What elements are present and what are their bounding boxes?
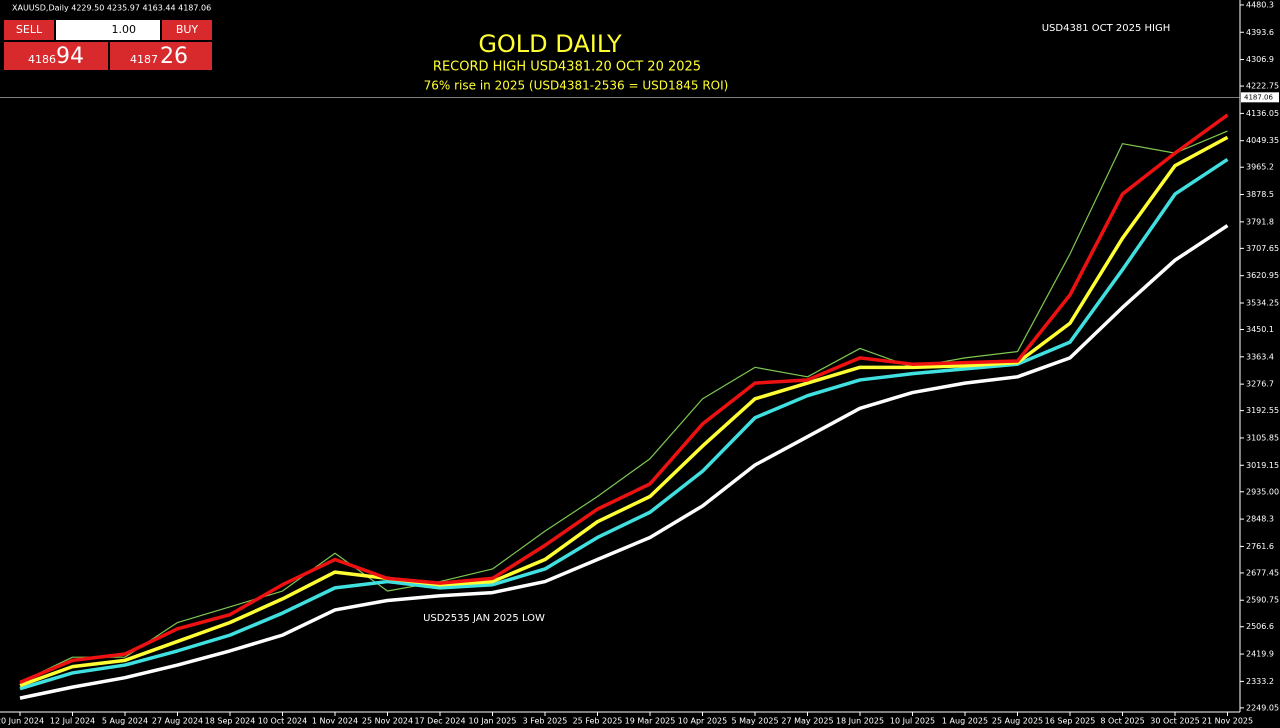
x-tick-label: 5 May 2025	[731, 717, 778, 726]
x-tick-label: 19 Mar 2025	[625, 717, 676, 726]
x-tick-label: 30 Oct 2025	[1150, 717, 1199, 726]
y-tick-label: 2848.3	[1246, 515, 1274, 524]
series-line	[19, 135, 1229, 688]
y-tick-label: 3878.5	[1246, 190, 1274, 199]
x-tick-label: 25 Nov 2024	[362, 717, 413, 726]
y-tick-label: 2590.75	[1246, 596, 1279, 605]
y-tick-label: 3105.85	[1246, 433, 1279, 442]
x-tick-label: 25 Feb 2025	[573, 717, 623, 726]
x-tick-label: 27 Aug 2024	[152, 717, 203, 726]
x-tick-label: 12 Jul 2024	[50, 717, 95, 726]
chart-title: GOLD DAILY	[478, 30, 622, 58]
y-tick-label: 4306.9	[1246, 55, 1274, 64]
y-tick-label: 2506.6	[1246, 622, 1274, 631]
x-tick-label: 18 Jun 2025	[836, 717, 884, 726]
x-tick-label: 17 Dec 2024	[414, 717, 465, 726]
sell-button[interactable]	[4, 20, 54, 40]
y-tick-label: 2333.2	[1246, 677, 1274, 686]
y-tick-label: 3965.2	[1246, 163, 1274, 172]
y-tick-label: 3192.55	[1246, 406, 1279, 415]
lot-value: 1.00	[112, 23, 137, 36]
x-tick-label: 20 Jun 2024	[0, 717, 44, 726]
chart-subtitle-2: 76% rise in 2025 (USD4381-2536 = USD1845…	[424, 79, 729, 93]
buy-price-box[interactable]	[110, 42, 212, 70]
x-tick-label: 1 Nov 2024	[312, 717, 358, 726]
x-tick-label: 10 Jul 2025	[890, 717, 935, 726]
sell-price-big: 4186	[28, 53, 56, 66]
x-tick-label: 8 Oct 2025	[1100, 717, 1144, 726]
x-tick-label: 5 Aug 2024	[102, 717, 148, 726]
y-tick-label: 2761.6	[1246, 542, 1274, 551]
x-tick-label: 18 Sep 2024	[205, 717, 256, 726]
x-tick-label: 10 Apr 2025	[678, 717, 727, 726]
symbol-header: XAUUSD,Daily 4229.50 4235.97 4163.44 418…	[12, 4, 211, 13]
y-tick-label: 3019.15	[1246, 461, 1279, 470]
y-tick-label: 3276.7	[1246, 380, 1274, 389]
sell-price-pips: 94	[56, 44, 84, 69]
series-line	[19, 157, 1229, 691]
y-tick-label: 2935.00	[1246, 487, 1279, 496]
current-price-label: 4187.06	[1244, 93, 1273, 101]
series-line	[19, 113, 1229, 684]
y-tick-label: 4049.35	[1246, 136, 1279, 145]
x-tick-label: 21 Nov 2025	[1202, 717, 1253, 726]
sell-label: SELL	[16, 23, 43, 36]
y-tick-label: 4222.75	[1246, 82, 1279, 91]
buy-button[interactable]	[162, 20, 212, 40]
y-tick-label: 4480.3	[1246, 0, 1274, 9]
y-tick-label: 3707.65	[1246, 244, 1279, 253]
chart-subtitle: RECORD HIGH USD4381.20 OCT 20 2025	[433, 60, 701, 75]
x-tick-label: 3 Feb 2025	[523, 717, 568, 726]
annotation: USD2535 JAN 2025 LOW	[423, 613, 545, 624]
y-tick-label: 4136.05	[1246, 109, 1279, 118]
y-tick-label: 3791.8	[1246, 217, 1274, 226]
x-tick-label: 10 Jan 2025	[469, 717, 517, 726]
series-line	[19, 130, 1228, 683]
x-tick-label: 27 May 2025	[781, 717, 833, 726]
x-tick-label: 10 Oct 2024	[258, 717, 307, 726]
y-tick-label: 4393.6	[1246, 28, 1274, 37]
series-line	[19, 224, 1229, 700]
lot-input[interactable]	[56, 20, 160, 40]
sell-price-box[interactable]	[4, 42, 108, 70]
trade-panel: SELL 1.00 BUY 4186 94 4187 26	[4, 20, 212, 70]
x-tick-label: 1 Aug 2025	[942, 717, 988, 726]
x-tick-label: 25 Aug 2025	[992, 717, 1043, 726]
x-tick-label: 16 Sep 2025	[1045, 717, 1096, 726]
y-tick-label: 3620.95	[1246, 271, 1279, 280]
y-tick-label: 2249.05	[1246, 703, 1279, 712]
buy-price-pips: 26	[160, 44, 188, 69]
buy-label: BUY	[176, 23, 199, 36]
y-tick-label: 2419.9	[1246, 650, 1274, 659]
y-tick-label: 3363.4	[1246, 352, 1274, 361]
y-tick-label: 2677.45	[1246, 568, 1279, 577]
current-price-box	[1241, 92, 1279, 103]
y-tick-label: 3534.25	[1246, 298, 1279, 307]
annotation: USD4381 OCT 2025 HIGH	[1042, 23, 1171, 34]
y-tick-label: 3450.1	[1246, 325, 1274, 334]
buy-price-big: 4187	[130, 53, 158, 66]
